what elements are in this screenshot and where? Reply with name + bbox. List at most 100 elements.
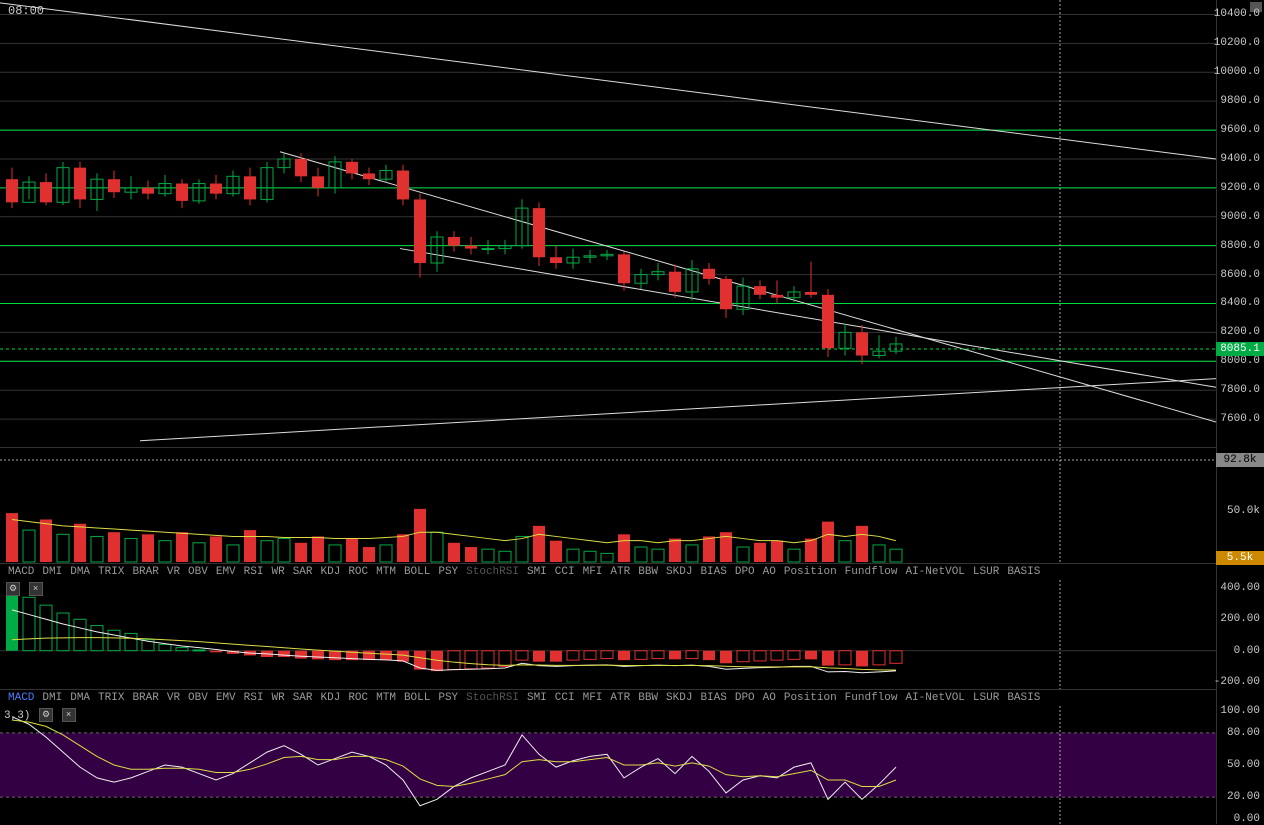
indicator-stochrsi[interactable]: StochRSI xyxy=(462,565,523,579)
indicator-rsi[interactable]: RSI xyxy=(240,565,268,579)
indicator-smi[interactable]: SMI xyxy=(523,565,551,579)
axis-tick-label: 0.00 xyxy=(1234,813,1260,825)
axis-badge: 92.8k xyxy=(1216,453,1264,467)
volume-chart[interactable] xyxy=(0,448,1216,564)
indicator-lsur[interactable]: LSUR xyxy=(969,565,1003,579)
indicator-kdj[interactable]: KDJ xyxy=(317,565,345,579)
indicator-roc[interactable]: ROC xyxy=(344,565,372,579)
indicator-mtm[interactable]: MTM xyxy=(372,691,400,705)
chart-area: 08:00 MACDDMIDMATRIXBRARVROBVEMVRSIWRSAR… xyxy=(0,0,1216,824)
settings-icon[interactable]: ⚙ xyxy=(39,708,53,722)
axis-tick-label: 10200.0 xyxy=(1214,37,1260,49)
stoch-chart[interactable] xyxy=(0,706,1216,824)
indicator-position[interactable]: Position xyxy=(780,565,841,579)
axis-tick-label: 8200.0 xyxy=(1220,326,1260,338)
axis-tick-label: 9200.0 xyxy=(1220,182,1260,194)
indicator-dmi[interactable]: DMI xyxy=(38,565,66,579)
indicator-cci[interactable]: CCI xyxy=(551,691,579,705)
indicator-stochrsi[interactable]: StochRSI xyxy=(462,691,523,705)
indicator-dma[interactable]: DMA xyxy=(66,691,94,705)
axis-tick-label: 0.00 xyxy=(1234,645,1260,657)
indicator-cci[interactable]: CCI xyxy=(551,565,579,579)
indicator-wr[interactable]: WR xyxy=(267,565,288,579)
indicator-dpo[interactable]: DPO xyxy=(731,691,759,705)
indicator-basis[interactable]: BASIS xyxy=(1003,691,1044,705)
stoch-params-text: 3,3) xyxy=(4,710,30,722)
indicator-smi[interactable]: SMI xyxy=(523,691,551,705)
axis-tick-label: 8600.0 xyxy=(1220,269,1260,281)
indicator-dma[interactable]: DMA xyxy=(66,565,94,579)
indicator-skdj[interactable]: SKDJ xyxy=(662,565,696,579)
indicator-trix[interactable]: TRIX xyxy=(94,691,128,705)
indicator-fundflow[interactable]: Fundflow xyxy=(841,691,902,705)
indicator-vr[interactable]: VR xyxy=(163,565,184,579)
indicator-bbw[interactable]: BBW xyxy=(634,565,662,579)
indicator-sar[interactable]: SAR xyxy=(289,691,317,705)
indicator-obv[interactable]: OBV xyxy=(184,691,212,705)
indicator-ao[interactable]: AO xyxy=(759,691,780,705)
indicator-vr[interactable]: VR xyxy=(163,691,184,705)
indicator-kdj[interactable]: KDJ xyxy=(317,691,345,705)
indicator-mfi[interactable]: MFI xyxy=(579,565,607,579)
indicator-macd[interactable]: MACD xyxy=(4,691,38,705)
axis-tick-label: 8000.0 xyxy=(1220,355,1260,367)
axis-tick-label: 50.00 xyxy=(1227,759,1260,771)
indicator-brar[interactable]: BRAR xyxy=(128,565,162,579)
indicator-ai-netvol[interactable]: AI-NetVOL xyxy=(901,565,968,579)
macd-params: ⚙ × xyxy=(4,582,43,596)
indicator-atr[interactable]: ATR xyxy=(606,691,634,705)
close-icon[interactable]: × xyxy=(29,582,43,596)
settings-icon[interactable]: ⚙ xyxy=(6,582,20,596)
axis-tick-label: 50.0k xyxy=(1227,505,1260,517)
axis-tick-label: 80.00 xyxy=(1227,727,1260,739)
indicator-basis[interactable]: BASIS xyxy=(1003,565,1044,579)
indicator-sar[interactable]: SAR xyxy=(289,565,317,579)
indicator-skdj[interactable]: SKDJ xyxy=(662,691,696,705)
indicator-psy[interactable]: PSY xyxy=(434,565,462,579)
macd-chart[interactable] xyxy=(0,580,1216,690)
axis-tick-label: 7600.0 xyxy=(1220,413,1260,425)
price-chart[interactable] xyxy=(0,0,1216,448)
indicator-mfi[interactable]: MFI xyxy=(579,691,607,705)
indicator-lsur[interactable]: LSUR xyxy=(969,691,1003,705)
indicator-wr[interactable]: WR xyxy=(267,691,288,705)
axis-tick-label: 10400.0 xyxy=(1214,8,1260,20)
axis-tick-label: 400.00 xyxy=(1220,582,1260,594)
axis-tick-label: 8800.0 xyxy=(1220,240,1260,252)
axis-tick-label: 9600.0 xyxy=(1220,124,1260,136)
axis-badge: 5.5k xyxy=(1216,551,1264,565)
indicator-boll[interactable]: BOLL xyxy=(400,691,434,705)
axis-tick-label: 8400.0 xyxy=(1220,297,1260,309)
close-icon[interactable]: × xyxy=(62,708,76,722)
indicator-atr[interactable]: ATR xyxy=(606,565,634,579)
indicator-dmi[interactable]: DMI xyxy=(38,691,66,705)
axis-tick-label: 9400.0 xyxy=(1220,153,1260,165)
indicator-boll[interactable]: BOLL xyxy=(400,565,434,579)
indicator-position[interactable]: Position xyxy=(780,691,841,705)
indicator-emv[interactable]: EMV xyxy=(212,565,240,579)
indicator-brar[interactable]: BRAR xyxy=(128,691,162,705)
indicator-bias[interactable]: BIAS xyxy=(696,691,730,705)
indicator-bbw[interactable]: BBW xyxy=(634,691,662,705)
axis-tick-label: 20.00 xyxy=(1227,791,1260,803)
indicator-rsi[interactable]: RSI xyxy=(240,691,268,705)
indicator-trix[interactable]: TRIX xyxy=(94,565,128,579)
indicator-bar-1: MACDDMIDMATRIXBRARVROBVEMVRSIWRSARKDJROC… xyxy=(0,564,1216,580)
indicator-fundflow[interactable]: Fundflow xyxy=(841,565,902,579)
indicator-ao[interactable]: AO xyxy=(759,565,780,579)
axis-tick-label: 10000.0 xyxy=(1214,66,1260,78)
indicator-obv[interactable]: OBV xyxy=(184,565,212,579)
indicator-emv[interactable]: EMV xyxy=(212,691,240,705)
indicator-macd[interactable]: MACD xyxy=(4,565,38,579)
indicator-roc[interactable]: ROC xyxy=(344,691,372,705)
axis-badge: 8085.1 xyxy=(1216,342,1264,356)
indicator-ai-netvol[interactable]: AI-NetVOL xyxy=(901,691,968,705)
indicator-bar-2: MACDDMIDMATRIXBRARVROBVEMVRSIWRSARKDJROC… xyxy=(0,690,1216,706)
axis-tick-label: 9000.0 xyxy=(1220,211,1260,223)
indicator-dpo[interactable]: DPO xyxy=(731,565,759,579)
axis-tick-label: 9800.0 xyxy=(1220,95,1260,107)
stoch-params: 3,3) ⚙ × xyxy=(4,708,76,722)
indicator-bias[interactable]: BIAS xyxy=(696,565,730,579)
indicator-psy[interactable]: PSY xyxy=(434,691,462,705)
indicator-mtm[interactable]: MTM xyxy=(372,565,400,579)
